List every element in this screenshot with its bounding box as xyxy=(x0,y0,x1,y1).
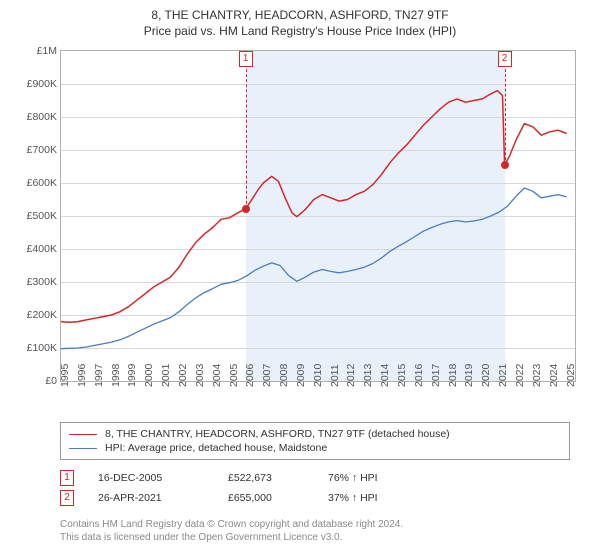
x-axis-tick: 2018 xyxy=(447,364,459,387)
x-axis-tick: 2008 xyxy=(278,364,290,387)
sale-marker-box: 1 xyxy=(239,51,253,67)
sales-table: 1 16-DEC-2005 £522,673 76% ↑ HPI 2 26-AP… xyxy=(60,468,570,508)
x-axis-tick: 1999 xyxy=(126,364,138,387)
y-axis-tick: £500K xyxy=(27,210,61,222)
footer-line: This data is licensed under the Open Gov… xyxy=(60,531,570,544)
x-axis-tick: 2021 xyxy=(497,364,509,387)
footer-attribution: Contains HM Land Registry data © Crown c… xyxy=(60,518,570,544)
sale-marker-dot xyxy=(242,205,250,213)
x-axis-tick: 2016 xyxy=(413,364,425,387)
x-axis-tick: 2011 xyxy=(329,364,341,387)
x-axis-tick: 1996 xyxy=(76,364,88,387)
sale-vs-hpi: 76% ↑ HPI xyxy=(328,472,428,484)
y-axis-tick: £400K xyxy=(27,243,61,255)
x-axis-tick: 2003 xyxy=(194,364,206,387)
y-axis-tick: £600K xyxy=(27,177,61,189)
x-axis-tick: 2022 xyxy=(514,364,526,387)
series-hpi xyxy=(61,188,567,349)
x-axis-tick: 2014 xyxy=(379,364,391,387)
y-axis-tick: £100K xyxy=(27,342,61,354)
sale-row: 2 26-APR-2021 £655,000 37% ↑ HPI xyxy=(60,488,570,508)
x-axis-tick: 2001 xyxy=(160,364,172,387)
x-axis-tick: 2010 xyxy=(312,364,324,387)
legend-swatch xyxy=(69,434,97,435)
sale-index-box: 1 xyxy=(60,470,74,486)
x-axis-tick: 2023 xyxy=(531,364,543,387)
line-chart-svg xyxy=(61,51,575,381)
y-axis-tick: £900K xyxy=(27,78,61,90)
footer-line: Contains HM Land Registry data © Crown c… xyxy=(60,518,570,531)
x-axis-tick: 2024 xyxy=(548,364,560,387)
sale-index-box: 2 xyxy=(60,490,74,506)
sale-date: 26-APR-2021 xyxy=(98,492,228,504)
x-axis-tick: 1995 xyxy=(59,364,71,387)
sale-price: £655,000 xyxy=(228,492,328,504)
sale-date: 16-DEC-2005 xyxy=(98,472,228,484)
y-axis-tick: £300K xyxy=(27,276,61,288)
y-axis-tick: £800K xyxy=(27,111,61,123)
x-axis-tick: 2006 xyxy=(244,364,256,387)
chart-title-block: 8, THE CHANTRY, HEADCORN, ASHFORD, TN27 … xyxy=(0,0,600,42)
x-axis-tick: 2002 xyxy=(177,364,189,387)
x-axis-tick: 2019 xyxy=(463,364,475,387)
chart-container: £0£100K£200K£300K£400K£500K£600K£700K£80… xyxy=(18,46,582,416)
sale-marker-box: 2 xyxy=(498,51,512,67)
legend-swatch xyxy=(69,448,97,449)
x-axis-tick: 1998 xyxy=(110,364,122,387)
title-subtitle: Price paid vs. HM Land Registry's House … xyxy=(10,24,590,38)
legend-item: HPI: Average price, detached house, Maid… xyxy=(69,441,561,455)
series-property xyxy=(61,91,567,323)
y-axis-tick: £1M xyxy=(37,45,61,57)
x-axis-tick: 2015 xyxy=(396,364,408,387)
x-axis-tick: 2013 xyxy=(362,364,374,387)
legend-label: 8, THE CHANTRY, HEADCORN, ASHFORD, TN27 … xyxy=(105,428,450,440)
sale-price: £522,673 xyxy=(228,472,328,484)
legend-item: 8, THE CHANTRY, HEADCORN, ASHFORD, TN27 … xyxy=(69,427,561,441)
sale-row: 1 16-DEC-2005 £522,673 76% ↑ HPI xyxy=(60,468,570,488)
x-axis-tick: 2004 xyxy=(211,364,223,387)
x-axis-tick: 2000 xyxy=(143,364,155,387)
sale-vs-hpi: 37% ↑ HPI xyxy=(328,492,428,504)
x-axis-tick: 2007 xyxy=(261,364,273,387)
legend-label: HPI: Average price, detached house, Maid… xyxy=(105,442,327,454)
x-axis-tick: 2017 xyxy=(430,364,442,387)
x-axis-tick: 2020 xyxy=(480,364,492,387)
plot-area: £0£100K£200K£300K£400K£500K£600K£700K£80… xyxy=(60,50,576,382)
y-axis-tick: £200K xyxy=(27,309,61,321)
x-axis-tick: 2012 xyxy=(345,364,357,387)
y-axis-tick: £700K xyxy=(27,144,61,156)
x-axis-tick: 2009 xyxy=(295,364,307,387)
title-address: 8, THE CHANTRY, HEADCORN, ASHFORD, TN27 … xyxy=(10,8,590,22)
x-axis-tick: 2005 xyxy=(228,364,240,387)
legend: 8, THE CHANTRY, HEADCORN, ASHFORD, TN27 … xyxy=(60,422,570,460)
sale-marker-dot xyxy=(501,161,509,169)
x-axis-tick: 2025 xyxy=(565,364,577,387)
x-axis-tick: 1997 xyxy=(93,364,105,387)
